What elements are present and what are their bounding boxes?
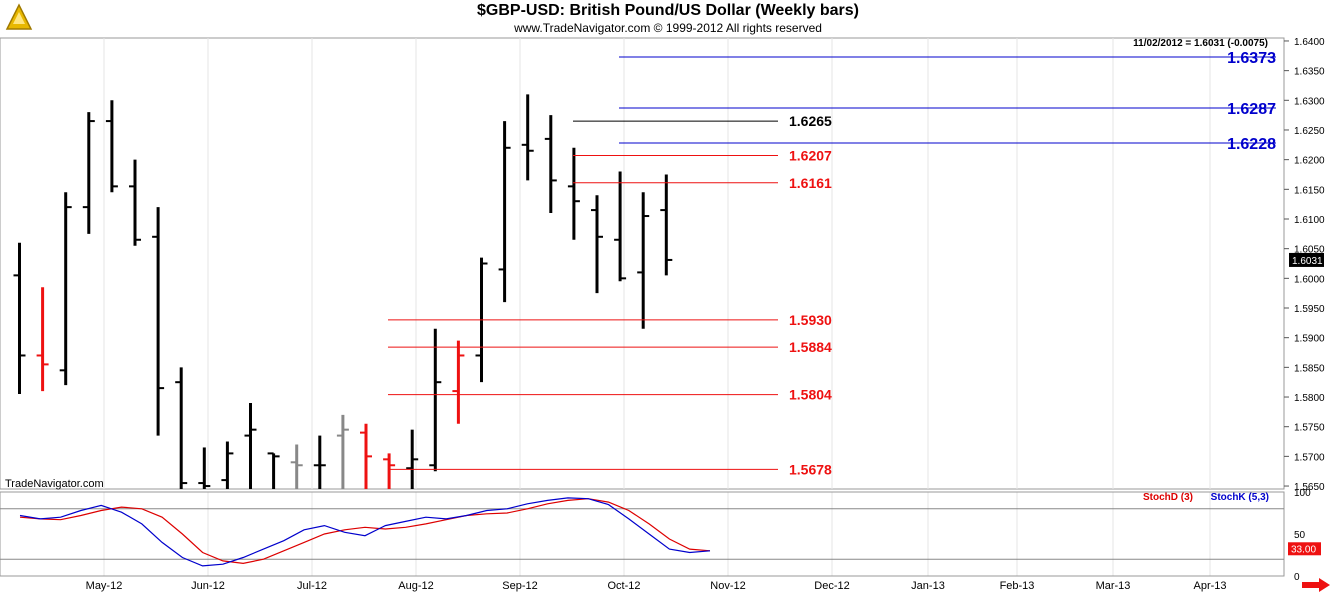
ohlc-bar: [221, 441, 234, 489]
x-tick-label: Jun-12: [191, 580, 225, 592]
ohlc-bar: [521, 94, 534, 181]
ohlc-bar: [498, 121, 511, 303]
ohlc-bar: [429, 328, 442, 472]
price-tick-label: 1.5700: [1294, 452, 1325, 463]
stochK-legend: StochK (5,3): [1211, 492, 1269, 503]
stoch-last-label: 33.00: [1291, 544, 1316, 555]
chart-title: $GBP-USD: British Pound/US Dollar (Weekl…: [477, 2, 859, 19]
x-tick-label: Nov-12: [710, 580, 745, 592]
price-tick-label: 1.5850: [1294, 363, 1325, 374]
support-label: 1.5884: [789, 339, 832, 355]
ohlc-bar: [660, 174, 673, 276]
stoch-line: [19, 497, 711, 567]
ohlc-bar: [36, 287, 49, 392]
ohlc-bar: [175, 367, 188, 489]
last-price-box: [1289, 252, 1324, 267]
ohlc-bar: [129, 159, 141, 246]
price-tick-label: 1.6200: [1294, 156, 1325, 167]
ohlc-bar: [406, 429, 419, 489]
ohlc-bar: [591, 195, 603, 294]
ohlc-bar: [82, 112, 95, 234]
red-right-arrow-icon[interactable]: [1301, 578, 1331, 592]
price-tick-label: 1.5950: [1294, 304, 1325, 315]
chart-subtitle: www.TradeNavigator.com © 1999-2012 All r…: [514, 21, 822, 35]
price-tick-label: 1.5750: [1294, 423, 1325, 434]
ohlc-bar: [267, 452, 280, 489]
watermark-text: TradeNavigator.com: [5, 478, 104, 490]
x-tick-label: Jul-12: [297, 580, 327, 592]
price-tick-label: 1.6300: [1294, 96, 1325, 107]
stochastic-panel: [0, 491, 1285, 577]
trade-navigator-logo-icon: [5, 3, 33, 30]
ohlc-bar: [290, 444, 303, 489]
last-value-info: 11/02/2012 = 1.6031 (-0.0075): [1133, 38, 1268, 49]
x-tick-label: Oct-12: [607, 580, 640, 592]
support-label: 1.5678: [789, 461, 832, 477]
x-tick-label: Feb-13: [1000, 580, 1035, 592]
resistance-label: 1.6287: [1227, 101, 1276, 118]
x-tick-label: Sep-12: [502, 580, 537, 592]
price-tick-label: 1.6400: [1294, 37, 1325, 48]
ohlc-bar: [313, 435, 326, 489]
ohlc-bar: [152, 207, 165, 436]
price-tick-label: 1.5650: [1294, 482, 1325, 493]
stoch-tick-label: 50: [1294, 530, 1306, 541]
x-tick-label: Jan-13: [911, 580, 945, 592]
high-label: 1.6265: [789, 113, 832, 129]
ohlc-bar: [544, 115, 557, 214]
price-tick-label: 1.6250: [1294, 126, 1325, 137]
ohlc-bar: [452, 340, 465, 424]
ohlc-bar: [13, 242, 26, 395]
ohlc-bar: [567, 147, 580, 240]
ohlc-bar: [383, 453, 396, 489]
x-tick-label: May-12: [86, 580, 123, 592]
ohlc-bar: [105, 100, 118, 193]
last-price-label: 1.6031: [1292, 256, 1323, 267]
stoch-last-box: [1288, 542, 1321, 556]
stoch-tick-label: 0: [1294, 572, 1300, 583]
support-label: 1.5930: [789, 312, 832, 328]
resistance-label: 1.6373: [1227, 50, 1276, 67]
support-label: 1.5804: [789, 387, 832, 403]
resistance-label: 1.6228: [1227, 136, 1276, 153]
ohlc-bar: [614, 171, 627, 282]
ohlc-bar: [198, 447, 211, 489]
x-tick-label: Mar-13: [1096, 580, 1131, 592]
ohlc-bar: [637, 192, 650, 329]
support-label: 1.6207: [789, 147, 832, 163]
price-tick-label: 1.5900: [1294, 334, 1325, 345]
price-tick-label: 1.6150: [1294, 185, 1325, 196]
stochD-legend: StochD (3): [1143, 492, 1193, 503]
price-tick-label: 1.6000: [1294, 274, 1325, 285]
price-tick-label: 1.6100: [1294, 215, 1325, 226]
price-tick-label: 1.5800: [1294, 393, 1325, 404]
x-tick-label: Aug-12: [398, 580, 433, 592]
ohlc-bar: [244, 402, 257, 489]
stoch-tick-label: 100: [1294, 488, 1311, 499]
price-tick-label: 1.6050: [1294, 245, 1325, 256]
ohlc-bar: [336, 414, 349, 489]
x-tick-label: Apr-13: [1193, 580, 1226, 592]
ohlc-bar: [360, 423, 372, 489]
ohlc-bar: [59, 192, 72, 386]
stoch-line: [19, 498, 711, 565]
x-tick-label: Dec-12: [814, 580, 849, 592]
support-label: 1.6161: [789, 175, 832, 191]
price-tick-label: 1.6350: [1294, 67, 1325, 78]
